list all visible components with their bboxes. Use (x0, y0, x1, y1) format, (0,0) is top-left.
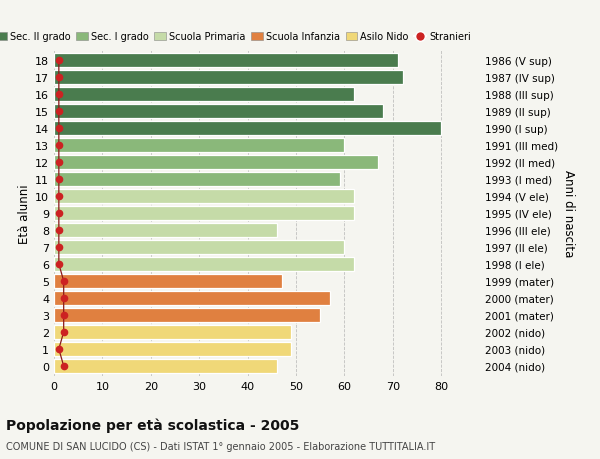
Bar (54, 54, 398, 67)
Bar (54, 325, 291, 339)
Bar (54, 105, 383, 118)
Bar (54, 274, 281, 288)
Bar (54, 308, 320, 322)
Bar (54, 241, 344, 254)
Bar (54, 359, 277, 373)
Text: COMUNE DI SAN LUCIDO (CS) - Dati ISTAT 1° gennaio 2005 - Elaborazione TUTTITALIA: COMUNE DI SAN LUCIDO (CS) - Dati ISTAT 1… (6, 441, 435, 451)
Bar (54, 224, 277, 237)
Text: Popolazione per età scolastica - 2005: Popolazione per età scolastica - 2005 (6, 418, 299, 432)
Bar (54, 122, 441, 135)
Bar (54, 156, 379, 169)
Bar (54, 139, 344, 152)
Bar (54, 207, 354, 220)
Bar (54, 291, 330, 305)
Bar (54, 88, 354, 101)
Bar (54, 173, 340, 186)
Bar (54, 257, 354, 271)
Legend: Sec. II grado, Sec. I grado, Scuola Primaria, Scuola Infanzia, Asilo Nido, Stran: Sec. II grado, Sec. I grado, Scuola Prim… (0, 33, 470, 42)
Bar (54, 190, 354, 203)
Y-axis label: Età alunni: Età alunni (18, 184, 31, 243)
Y-axis label: Anni di nascita: Anni di nascita (562, 170, 575, 257)
Bar (54, 342, 291, 356)
Bar (54, 71, 403, 84)
